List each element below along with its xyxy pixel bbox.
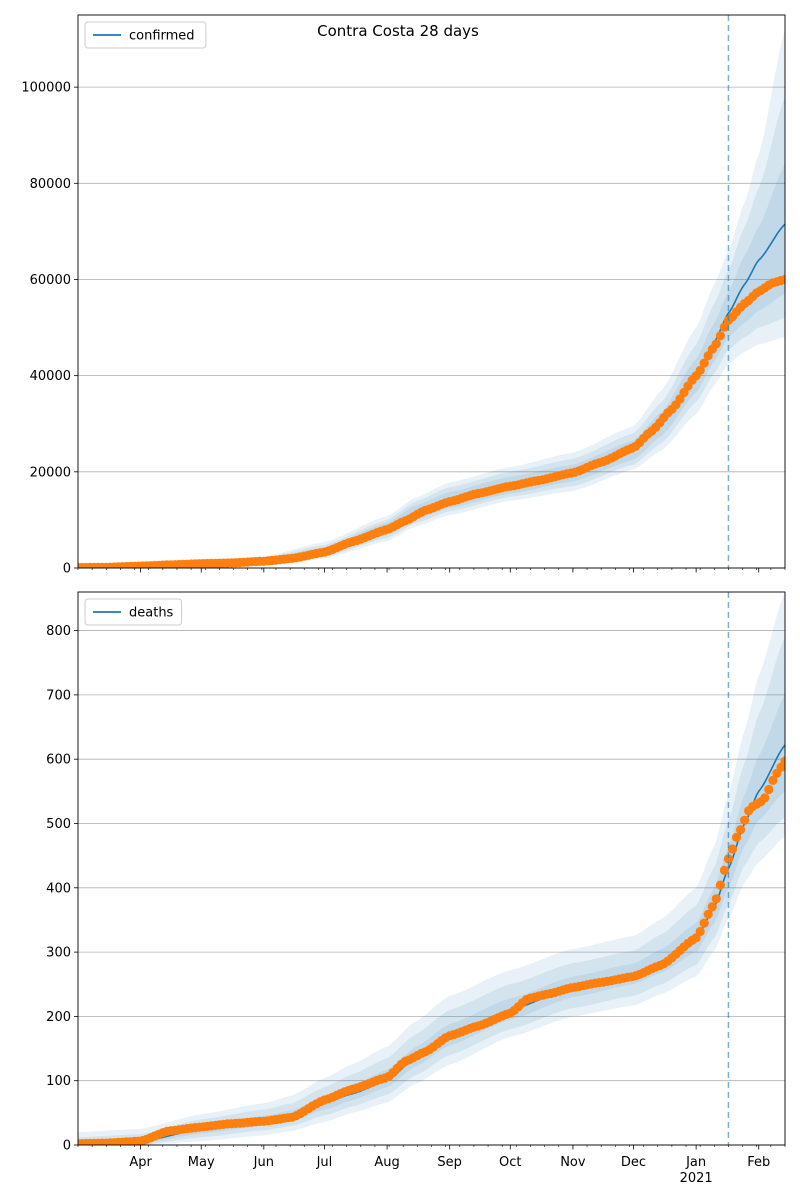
y-tick-label: 20000 (30, 465, 71, 480)
observed-point (764, 784, 774, 795)
deaths-panel: 0 100 200 300 400 500 600 700 800 Apr May Jun Jul Aug… (46, 591, 786, 1186)
observed-point (699, 358, 709, 368)
x-tick-label: Apr (129, 1155, 152, 1170)
x-tick-label: Aug (374, 1155, 399, 1170)
y-tick-label: 80000 (30, 177, 71, 192)
uncertainty-band (78, 164, 785, 568)
x-tick-label: Jun (253, 1155, 274, 1170)
observed-point (740, 815, 750, 825)
legend-label: deaths (129, 606, 174, 621)
y-tick-label: 300 (46, 946, 71, 961)
chart-title: Contra Costa 28 days (317, 22, 479, 40)
legend-box (84, 598, 183, 626)
legend-label: confirmed (129, 29, 195, 44)
observed-point (703, 909, 713, 919)
x-tick-label: May (188, 1155, 215, 1170)
x-tick-label: Nov (560, 1155, 586, 1170)
observed-point (711, 339, 721, 349)
y-tick-label: 100 (46, 1074, 71, 1089)
y-tick-label: 0 (63, 1139, 71, 1154)
observed-point (695, 365, 705, 375)
observed-point (715, 331, 726, 341)
observed-point (780, 756, 785, 766)
observed-point (731, 832, 742, 843)
observed-point (727, 844, 738, 854)
legend: deaths (84, 598, 183, 626)
observed-point (699, 918, 709, 928)
x-tick-label: Jul (316, 1155, 333, 1170)
uncertainty-band (78, 592, 785, 1145)
observed-point (768, 775, 778, 786)
observed-point (711, 894, 721, 904)
y-tick-label: 0 (63, 562, 71, 577)
y-tick-label: 500 (46, 817, 71, 832)
observed-point (736, 825, 746, 835)
x-year-label: 2021 (680, 1171, 713, 1186)
uncertainty-band (78, 96, 785, 568)
y-tick-label: 100000 (21, 81, 71, 96)
observed-point (760, 793, 770, 803)
x-tick-label: Sep (437, 1155, 462, 1170)
observed-point (715, 880, 726, 890)
y-tick-label: 800 (46, 624, 71, 639)
x-tick-label: Feb (747, 1155, 770, 1170)
y-tick-label: 600 (46, 753, 71, 768)
legend-box (84, 21, 207, 49)
y-tick-label: 200 (46, 1010, 71, 1025)
observed-point (723, 854, 734, 864)
y-tick-label: 40000 (30, 369, 71, 384)
observed-point (707, 902, 717, 912)
observed-point (719, 865, 730, 875)
y-tick-label: 700 (46, 688, 71, 703)
plot-area (78, 592, 785, 1145)
legend: confirmed (84, 21, 207, 49)
observed-point (780, 274, 785, 285)
confirmed-panel: 0 20000 40000 60000 80000 100000 confirmed (21, 14, 786, 577)
observed-point (695, 926, 705, 937)
x-tick-label: Dec (621, 1155, 646, 1170)
x-tick-label: Oct (499, 1155, 521, 1170)
x-tick-label: Jan (685, 1155, 706, 1170)
y-tick-label: 400 (46, 881, 71, 896)
observed-point (719, 322, 730, 332)
uncertainty-band (78, 694, 785, 1145)
plot-area (78, 29, 785, 568)
y-tick-label: 60000 (30, 273, 71, 288)
